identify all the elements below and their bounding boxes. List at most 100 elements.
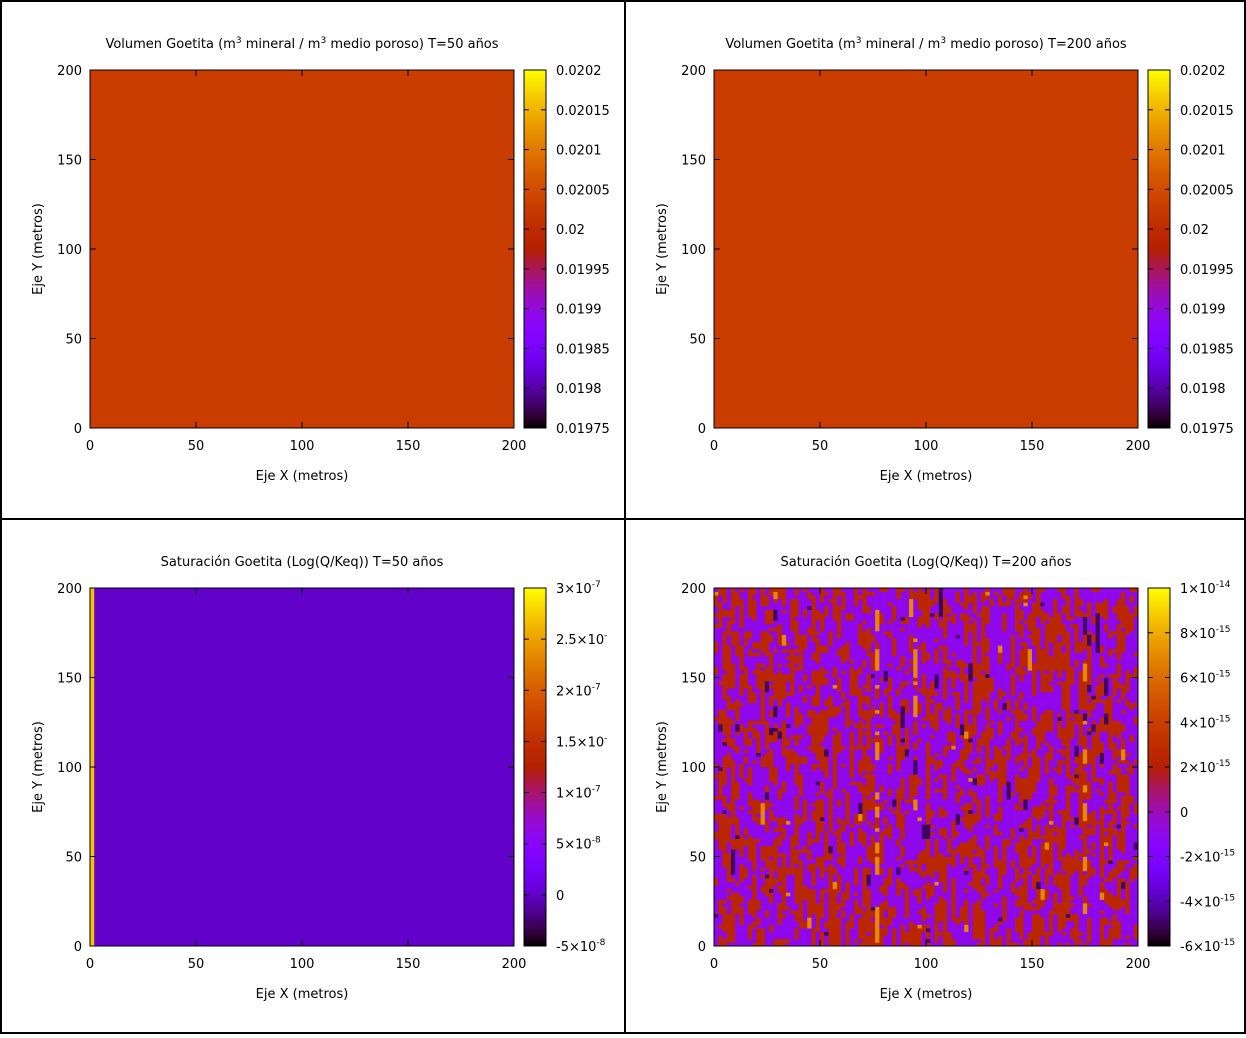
heatmap-cell xyxy=(739,835,744,839)
heatmap-cell xyxy=(820,735,825,739)
heatmap-cell xyxy=(718,878,723,882)
heatmap-cell xyxy=(913,871,918,875)
heatmap-cell xyxy=(722,821,727,825)
heatmap-cell xyxy=(888,674,893,678)
heatmap-cell xyxy=(871,871,876,875)
heatmap-cell xyxy=(884,867,889,871)
heatmap-cell xyxy=(718,717,723,721)
heatmap-cell xyxy=(875,735,880,739)
heatmap-cell xyxy=(913,921,918,925)
heatmap-cell xyxy=(879,724,884,728)
heatmap-cell xyxy=(748,606,753,610)
heatmap-cell xyxy=(782,774,787,778)
heatmap-cell xyxy=(888,781,893,785)
heatmap-cell xyxy=(731,642,736,646)
heatmap-cell xyxy=(761,695,766,699)
heatmap-cell xyxy=(714,774,719,778)
heatmap-cell xyxy=(892,928,897,932)
heatmap-cell xyxy=(875,678,880,682)
heatmap-cell xyxy=(786,781,791,785)
heatmap-cell xyxy=(799,774,804,778)
heatmap-cell xyxy=(778,867,783,871)
heatmap-cell xyxy=(803,846,808,850)
heatmap-cell xyxy=(778,932,783,936)
heatmap-cell xyxy=(799,889,804,893)
heatmap-cell xyxy=(871,678,876,682)
heatmap-cell xyxy=(756,717,761,721)
heatmap-cell xyxy=(884,824,889,828)
heatmap-cell xyxy=(773,892,778,896)
heatmap-cell xyxy=(913,914,918,918)
heatmap-cell xyxy=(884,609,889,613)
heatmap-cell xyxy=(761,746,766,750)
heatmap-cell xyxy=(795,917,800,921)
heatmap-cell xyxy=(879,681,884,685)
heatmap-cell xyxy=(879,760,884,764)
heatmap-cell xyxy=(748,853,753,857)
heatmap-cell xyxy=(778,892,783,896)
heatmap-cell xyxy=(816,703,821,707)
heatmap-cell xyxy=(782,853,787,857)
heatmap-cell xyxy=(769,717,774,721)
heatmap-cell xyxy=(824,692,829,696)
heatmap-cell xyxy=(905,724,910,728)
heatmap-cell xyxy=(714,846,719,850)
heatmap-cell xyxy=(833,699,838,703)
heatmap-cell xyxy=(795,774,800,778)
heatmap-cell xyxy=(782,878,787,882)
heatmap-cell xyxy=(769,803,774,807)
heatmap-cell xyxy=(756,735,761,739)
heatmap-cell xyxy=(714,810,719,814)
heatmap-cell xyxy=(833,670,838,674)
heatmap-cell xyxy=(901,806,906,810)
heatmap-cell xyxy=(786,799,791,803)
heatmap-cell xyxy=(799,613,804,617)
heatmap-cell xyxy=(875,617,880,621)
heatmap-cell xyxy=(773,613,778,617)
heatmap-cell xyxy=(765,692,770,696)
heatmap-cell xyxy=(756,670,761,674)
heatmap-cell xyxy=(731,735,736,739)
heatmap-cell xyxy=(812,806,817,810)
heatmap-cell xyxy=(718,735,723,739)
heatmap-cell xyxy=(803,917,808,921)
heatmap-cell xyxy=(892,681,897,685)
heatmap-cell xyxy=(727,678,732,682)
heatmap-cell xyxy=(765,928,770,932)
heatmap-cell xyxy=(884,588,889,592)
heatmap-cell xyxy=(884,910,889,914)
heatmap-cell xyxy=(790,771,795,775)
heatmap-cell xyxy=(913,674,918,678)
heatmap-cell xyxy=(756,910,761,914)
heatmap-cell xyxy=(744,796,749,800)
heatmap-cell xyxy=(812,846,817,850)
heatmap-cell xyxy=(790,867,795,871)
heatmap-cell xyxy=(820,871,825,875)
heatmap-cell xyxy=(879,817,884,821)
heatmap-cell xyxy=(765,688,770,692)
heatmap-cell xyxy=(756,935,761,939)
heatmap-cell xyxy=(756,699,761,703)
heatmap-cell xyxy=(778,817,783,821)
heatmap-cell xyxy=(850,731,855,735)
heatmap-cell xyxy=(718,778,723,782)
heatmap-cell xyxy=(862,860,867,864)
heatmap-cell xyxy=(786,728,791,732)
heatmap-cell xyxy=(735,688,740,692)
heatmap-cell xyxy=(744,785,749,789)
heatmap-cell xyxy=(786,631,791,635)
heatmap-cell xyxy=(896,588,901,592)
heatmap-cell xyxy=(790,767,795,771)
heatmap-cell xyxy=(790,763,795,767)
heatmap-cell xyxy=(731,613,736,617)
heatmap-cell xyxy=(820,660,825,664)
heatmap-cell xyxy=(867,935,872,939)
heatmap-cell xyxy=(896,638,901,642)
heatmap-cell xyxy=(731,882,736,886)
heatmap-cell xyxy=(748,728,753,732)
heatmap-cell xyxy=(782,678,787,682)
heatmap-cell xyxy=(765,885,770,889)
heatmap-cell xyxy=(803,839,808,843)
heatmap-cell xyxy=(782,767,787,771)
heatmap-cell xyxy=(913,882,918,886)
